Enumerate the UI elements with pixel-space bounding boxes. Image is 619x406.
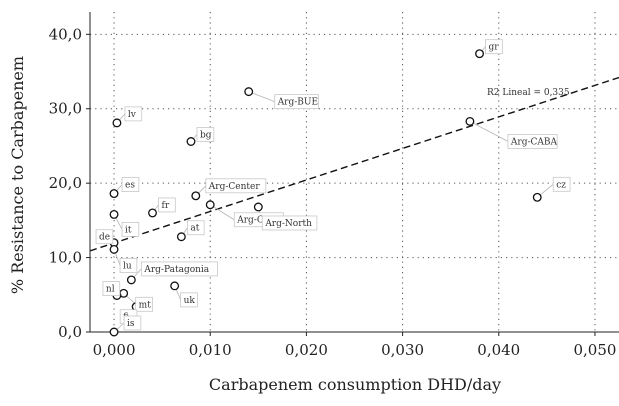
y-tick-label: 20,0 — [49, 174, 82, 192]
point-label-box — [274, 94, 319, 110]
y-tick-label: 40,0 — [49, 25, 82, 43]
label-leader — [469, 121, 509, 142]
data-point — [244, 87, 254, 97]
point-label: bg — [200, 130, 212, 140]
x-tick-label: 0,000 — [93, 341, 136, 359]
point-label-box — [123, 315, 142, 331]
point-label-box — [140, 261, 218, 277]
data-point — [191, 191, 201, 201]
point-label-box — [507, 133, 558, 149]
data-point — [475, 49, 484, 59]
data-point — [109, 209, 119, 219]
label-leader — [248, 91, 275, 103]
trendline — [89, 76, 619, 252]
y-tick-label: 10,0 — [49, 249, 82, 267]
point-label-box — [102, 281, 121, 296]
x-tick-label: 0,030 — [381, 341, 424, 359]
trendline-label: R2 Lineal = 0,335 — [487, 88, 570, 98]
point-label-box — [186, 220, 205, 236]
point-label-box — [485, 39, 503, 55]
gridlines — [90, 12, 619, 332]
axes: 0,0 10,0 20,0 30,0 40,0 0,000 0,010 0,020 0,030 0… — [49, 12, 619, 359]
data-point — [109, 327, 119, 337]
data-point — [112, 118, 122, 128]
point-label-box — [124, 106, 143, 122]
point-labels: gr Arg-BUE Arg-CABA lv bg es Arg-Center cz Arg-C… — [95, 39, 571, 331]
x-tick-label: 0,050 — [573, 341, 616, 359]
x-tick-label: 0,040 — [477, 341, 520, 359]
point-label: it — [125, 225, 132, 235]
point-label: Arg-BUE — [277, 98, 318, 108]
point-label: fr — [162, 201, 170, 211]
point-label: at — [190, 224, 199, 234]
data-point — [148, 208, 157, 218]
point-label: es — [125, 181, 135, 191]
point-label: is — [127, 319, 135, 329]
data-point — [205, 200, 215, 210]
data-points — [109, 49, 542, 337]
data-point — [465, 116, 475, 126]
point-label-box — [121, 177, 140, 192]
point-label: lv — [128, 110, 137, 120]
point-label-box — [205, 178, 267, 194]
point-label-box — [158, 197, 176, 213]
point-label: Arg-Patagonia — [143, 265, 209, 275]
point-label-box — [552, 176, 571, 192]
point-label: uk — [184, 296, 196, 306]
trendline-group: R2 Lineal = 0,335 — [89, 76, 619, 252]
point-label: mt — [139, 300, 152, 310]
point-label-box — [121, 222, 140, 237]
data-point — [170, 281, 180, 291]
data-point — [186, 137, 196, 146]
point-label: gr — [489, 43, 500, 53]
point-label-box — [180, 292, 198, 308]
point-label: Arg-CABA — [510, 137, 558, 147]
point-label-box — [261, 215, 318, 231]
y-axis-title: % Resistance to Carbapenem — [8, 56, 27, 294]
x-axis-title: Carbapenem consumption DHD/day — [209, 375, 501, 394]
data-point — [109, 189, 119, 199]
point-label: cz — [556, 180, 566, 190]
x-tick-label: 0,010 — [189, 341, 232, 359]
point-label: Arg-Cuyo — [236, 216, 280, 226]
data-point — [109, 244, 119, 254]
point-label-box — [135, 296, 153, 312]
y-tick-label: 0,0 — [58, 323, 82, 341]
point-label: de — [99, 233, 110, 243]
point-label-box — [119, 257, 138, 273]
label-leader — [210, 204, 235, 221]
data-point — [126, 275, 136, 285]
y-tick-label: 30,0 — [49, 100, 82, 118]
point-label-box — [95, 229, 114, 245]
point-label-box — [196, 127, 215, 142]
point-label: Arg-North — [264, 219, 312, 229]
point-label: nl — [106, 285, 115, 295]
data-point — [176, 232, 186, 242]
data-point — [253, 202, 263, 212]
point-label: Arg-Center — [208, 182, 261, 192]
point-label: lu — [123, 261, 132, 271]
data-point — [532, 192, 542, 202]
x-tick-label: 0,020 — [285, 341, 328, 359]
